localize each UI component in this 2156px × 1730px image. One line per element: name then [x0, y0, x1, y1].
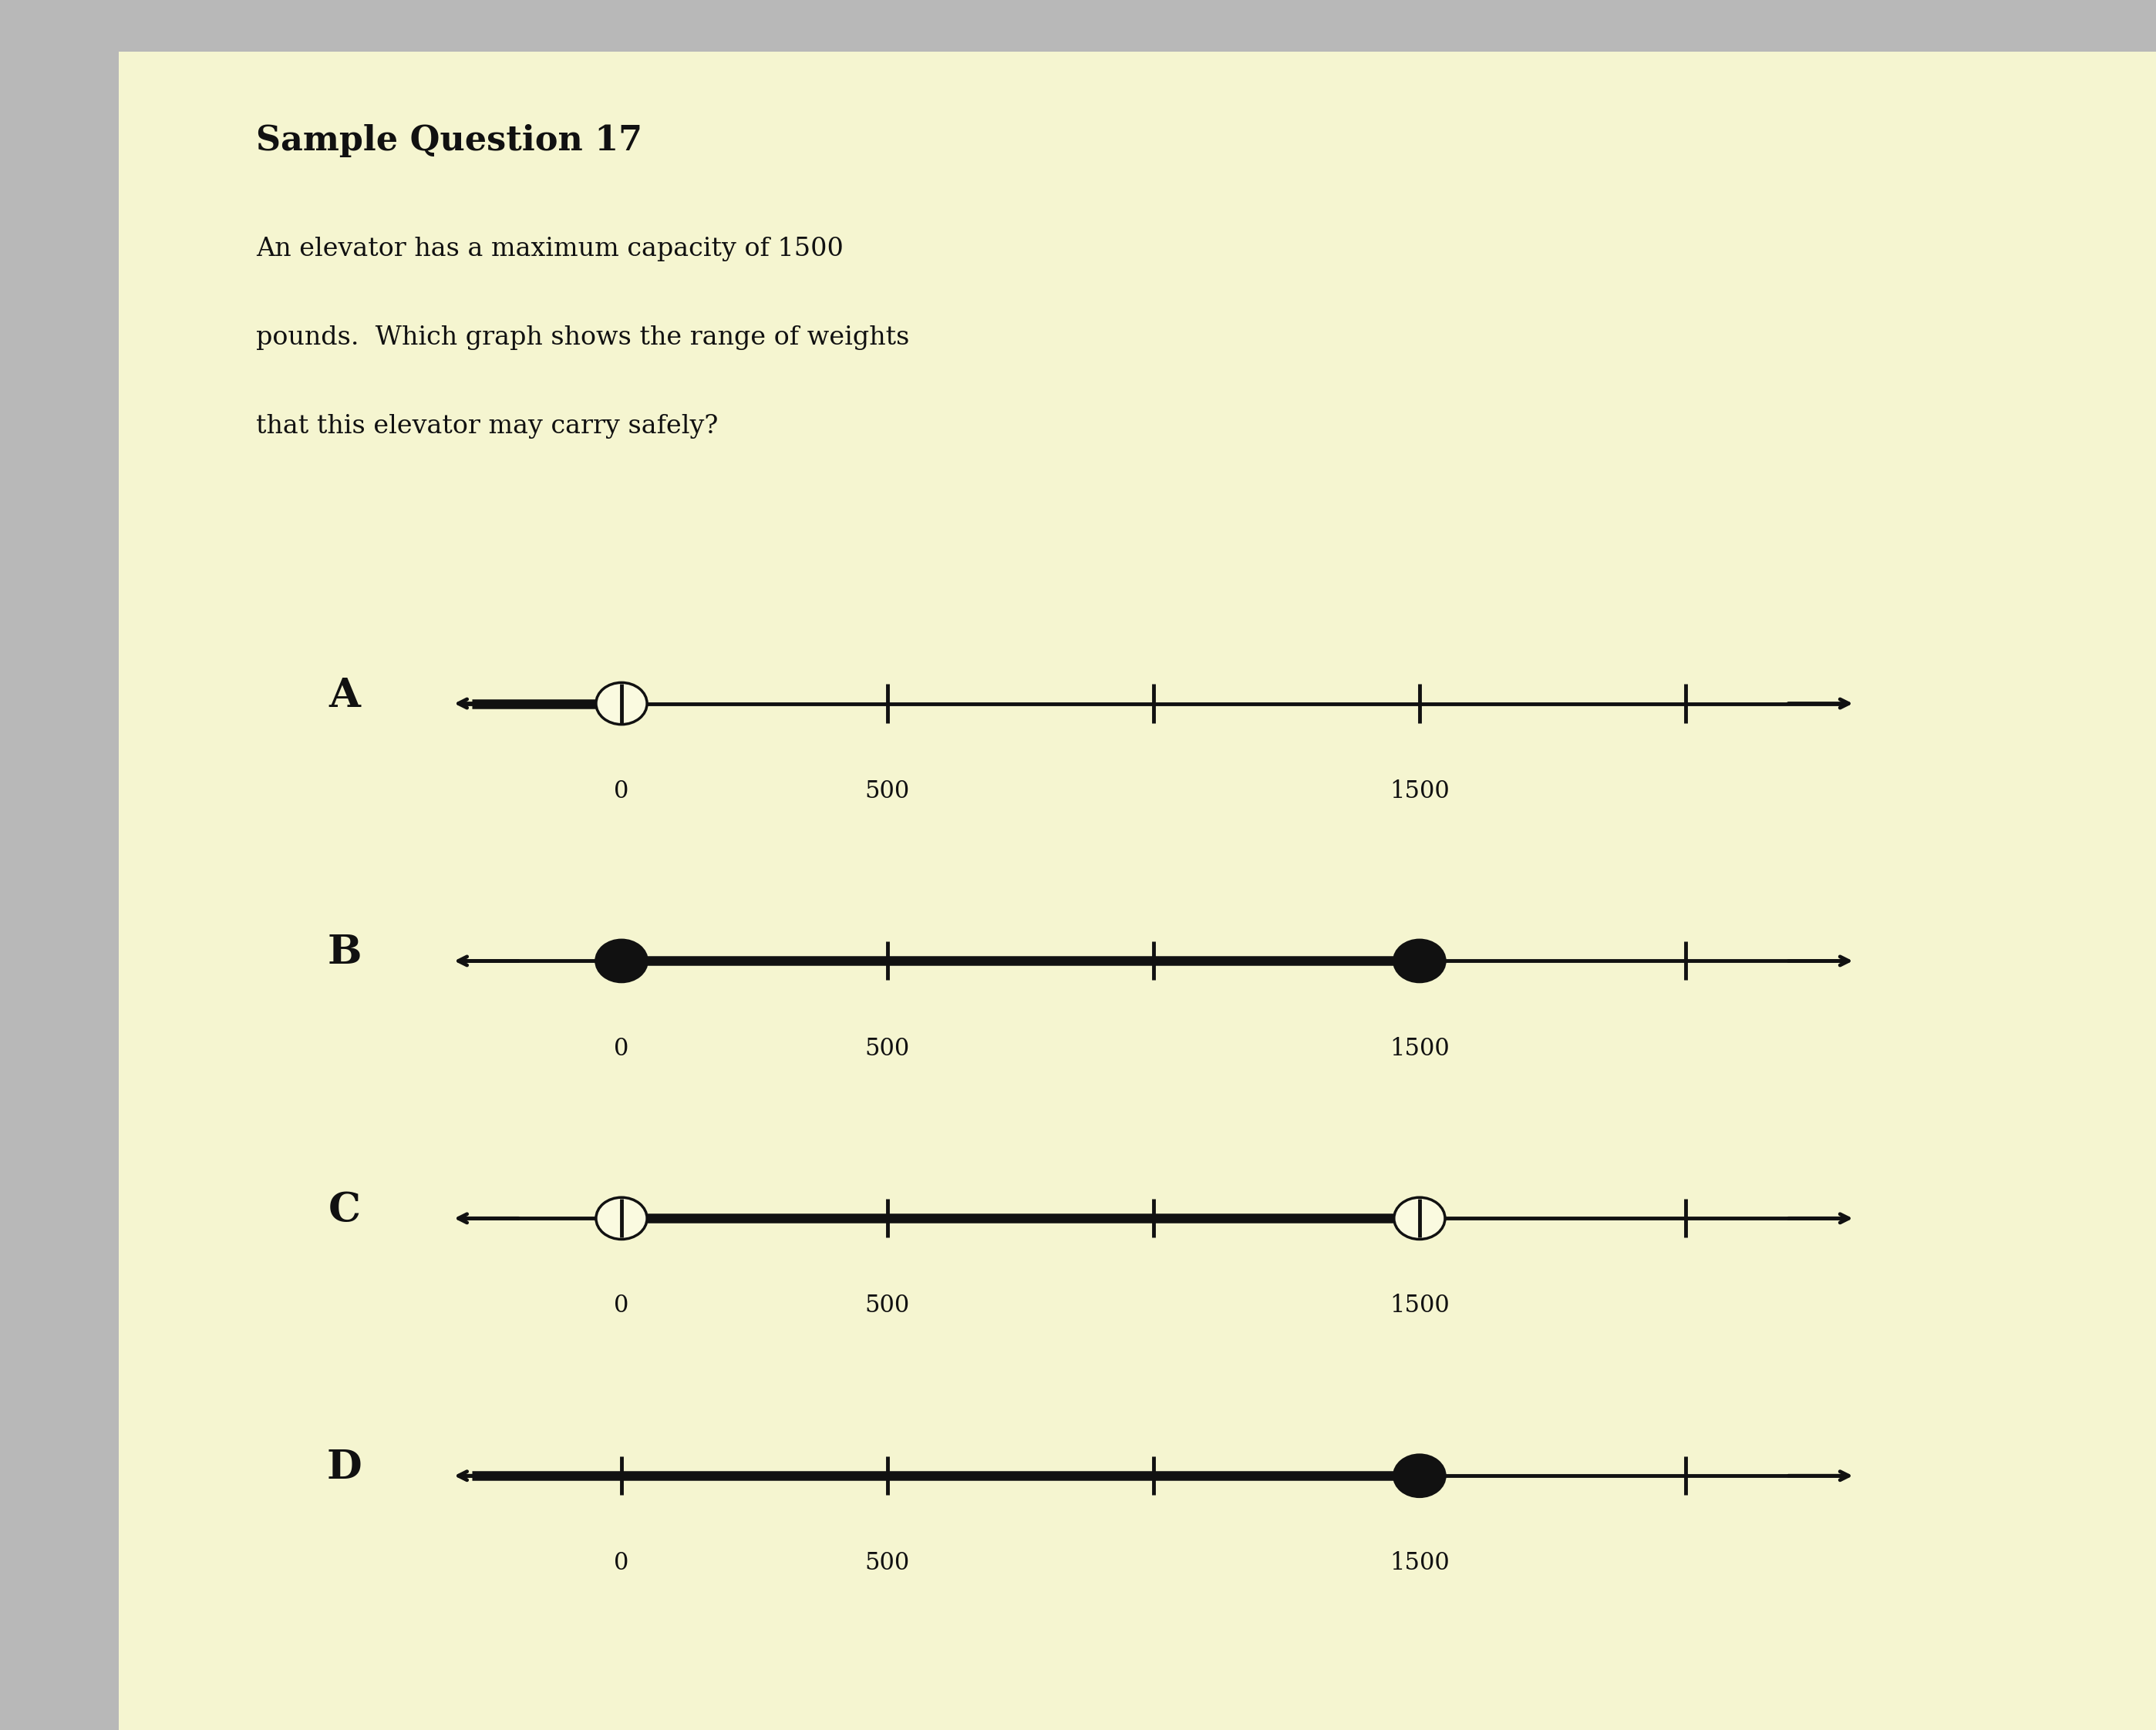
Text: Sample Question 17: Sample Question 17: [257, 125, 642, 157]
Text: 500: 500: [865, 779, 910, 803]
Text: 500: 500: [865, 1294, 910, 1318]
Text: 0: 0: [614, 1294, 630, 1318]
Text: 1500: 1500: [1388, 1552, 1449, 1576]
Circle shape: [1395, 1455, 1445, 1496]
Text: D: D: [326, 1448, 362, 1488]
Text: 1500: 1500: [1388, 1036, 1449, 1060]
Text: 0: 0: [614, 1552, 630, 1576]
Text: A: A: [328, 676, 360, 714]
Circle shape: [595, 683, 647, 725]
Circle shape: [595, 1197, 647, 1239]
Text: 0: 0: [614, 779, 630, 803]
Text: C: C: [328, 1190, 360, 1230]
Circle shape: [1395, 1197, 1445, 1239]
Circle shape: [595, 939, 647, 983]
Text: An elevator has a maximum capacity of 1500: An elevator has a maximum capacity of 15…: [257, 237, 843, 261]
Text: 1500: 1500: [1388, 1294, 1449, 1318]
Text: B: B: [328, 932, 362, 972]
Circle shape: [1395, 939, 1445, 983]
Text: 500: 500: [865, 1552, 910, 1576]
Text: 500: 500: [865, 1036, 910, 1060]
Text: pounds.  Which graph shows the range of weights: pounds. Which graph shows the range of w…: [257, 325, 910, 349]
Text: 1500: 1500: [1388, 779, 1449, 803]
Text: that this elevator may carry safely?: that this elevator may carry safely?: [257, 413, 718, 439]
Text: 0: 0: [614, 1036, 630, 1060]
